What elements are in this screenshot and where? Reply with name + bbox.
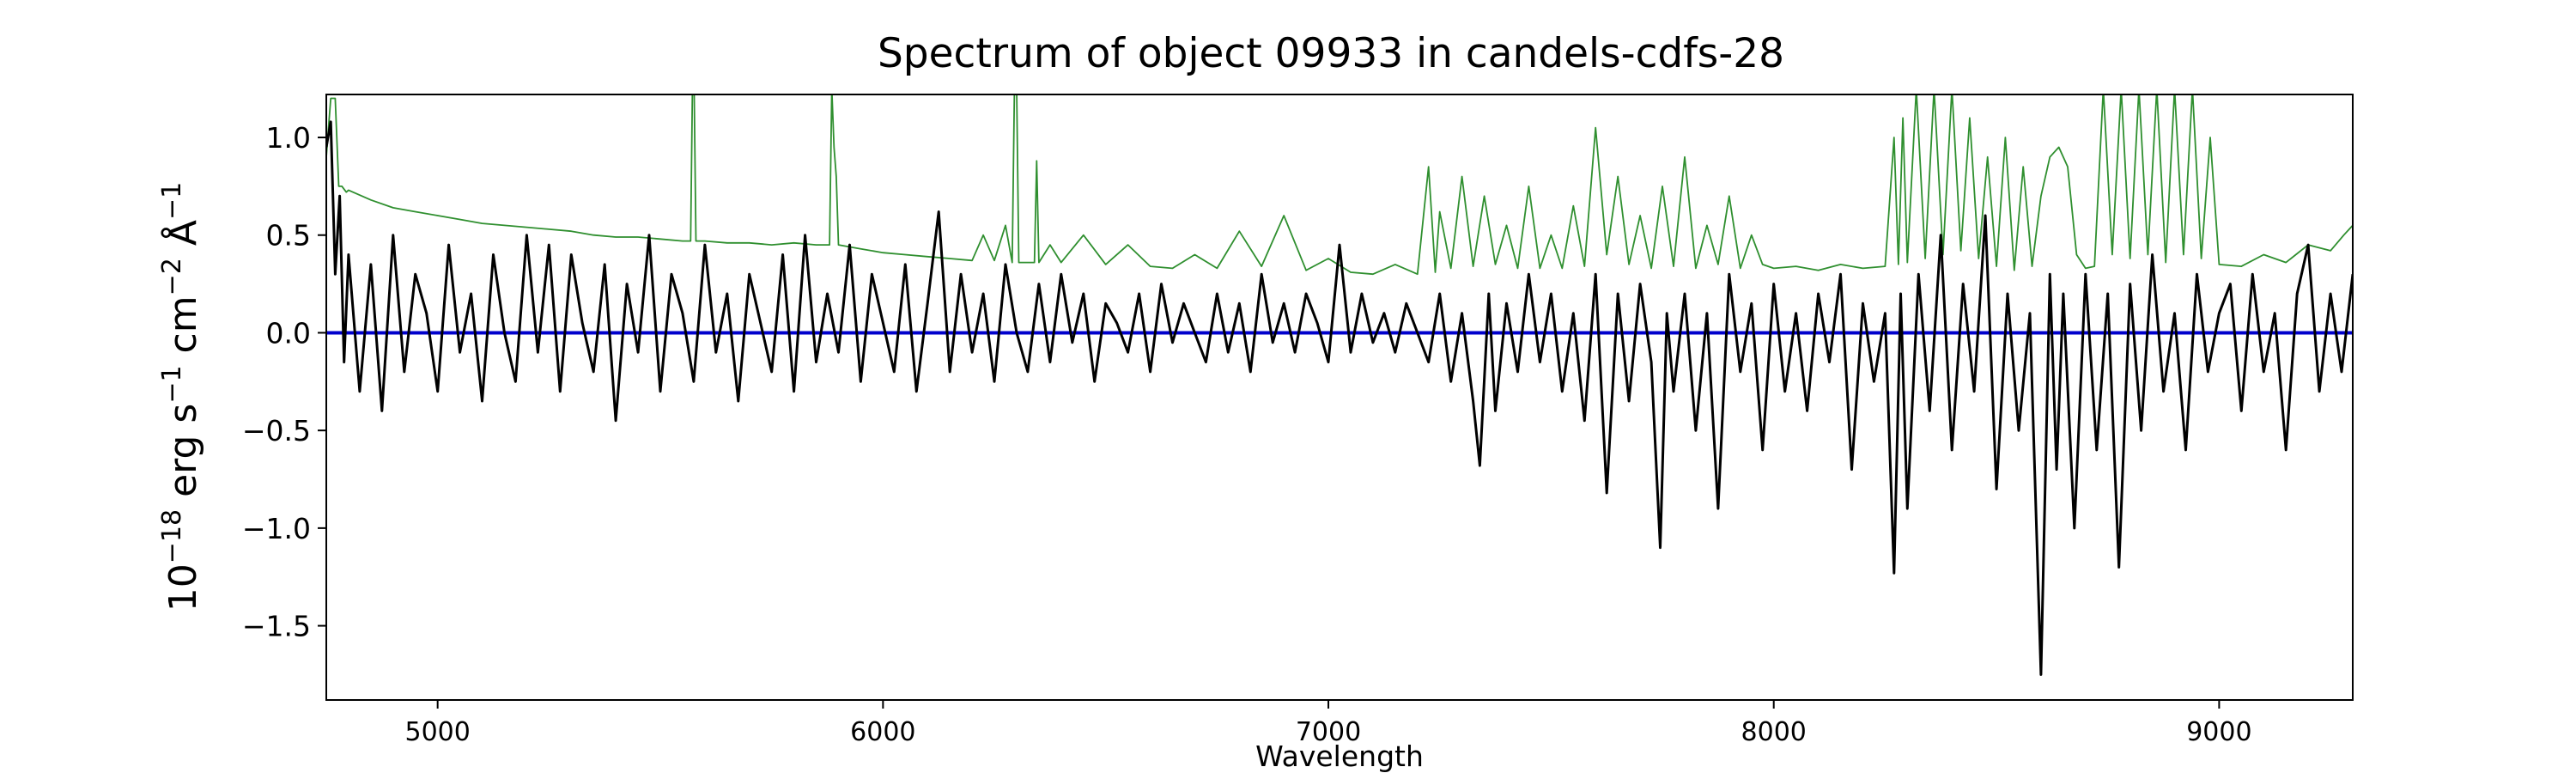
x-axis: 5000 6000 7000 8000 9000 — [404, 700, 2252, 747]
y-axis-label: 10−18 erg s−1 cm−2 Å−1 — [157, 182, 205, 612]
chart-title: Spectrum of object 09933 in candels-cdfs… — [878, 30, 1784, 77]
noise-series — [326, 94, 2353, 276]
y-axis-label-exp4: −1 — [157, 182, 187, 220]
plot-frame — [325, 94, 2354, 701]
y-tick-label: −0.5 — [242, 414, 311, 447]
y-tick-label: 0.5 — [266, 219, 311, 253]
x-tick-label: 9000 — [2186, 717, 2251, 747]
y-axis-label-unit1: erg s — [161, 404, 205, 497]
x-tick-label: 6000 — [850, 717, 915, 747]
y-axis-label-exp1: −18 — [157, 509, 187, 563]
y-tick-label: −1.0 — [242, 512, 311, 545]
noise-line — [326, 94, 2353, 276]
y-tick-label: 0.0 — [266, 316, 311, 350]
y-axis-label-unit2: cm — [161, 295, 205, 353]
flux-line — [326, 120, 2353, 676]
x-axis-label: Wavelength — [1255, 740, 1424, 773]
y-tick-label: −1.5 — [242, 610, 311, 643]
x-tick-label: 8000 — [1741, 717, 1807, 747]
y-axis-label-exp3: −2 — [157, 258, 187, 295]
x-tick-label: 5000 — [404, 717, 470, 747]
y-axis-label-unit3: Å — [160, 220, 205, 246]
x-tick-label: 7000 — [1296, 717, 1361, 747]
flux-series — [326, 120, 2353, 676]
y-axis: −1.5 −1.0 −0.5 0.0 0.5 1.0 — [242, 121, 326, 643]
y-tick-label: 1.0 — [266, 121, 311, 155]
y-axis-label-base: 10 — [161, 563, 205, 612]
y-axis-label-exp2: −1 — [157, 365, 187, 403]
